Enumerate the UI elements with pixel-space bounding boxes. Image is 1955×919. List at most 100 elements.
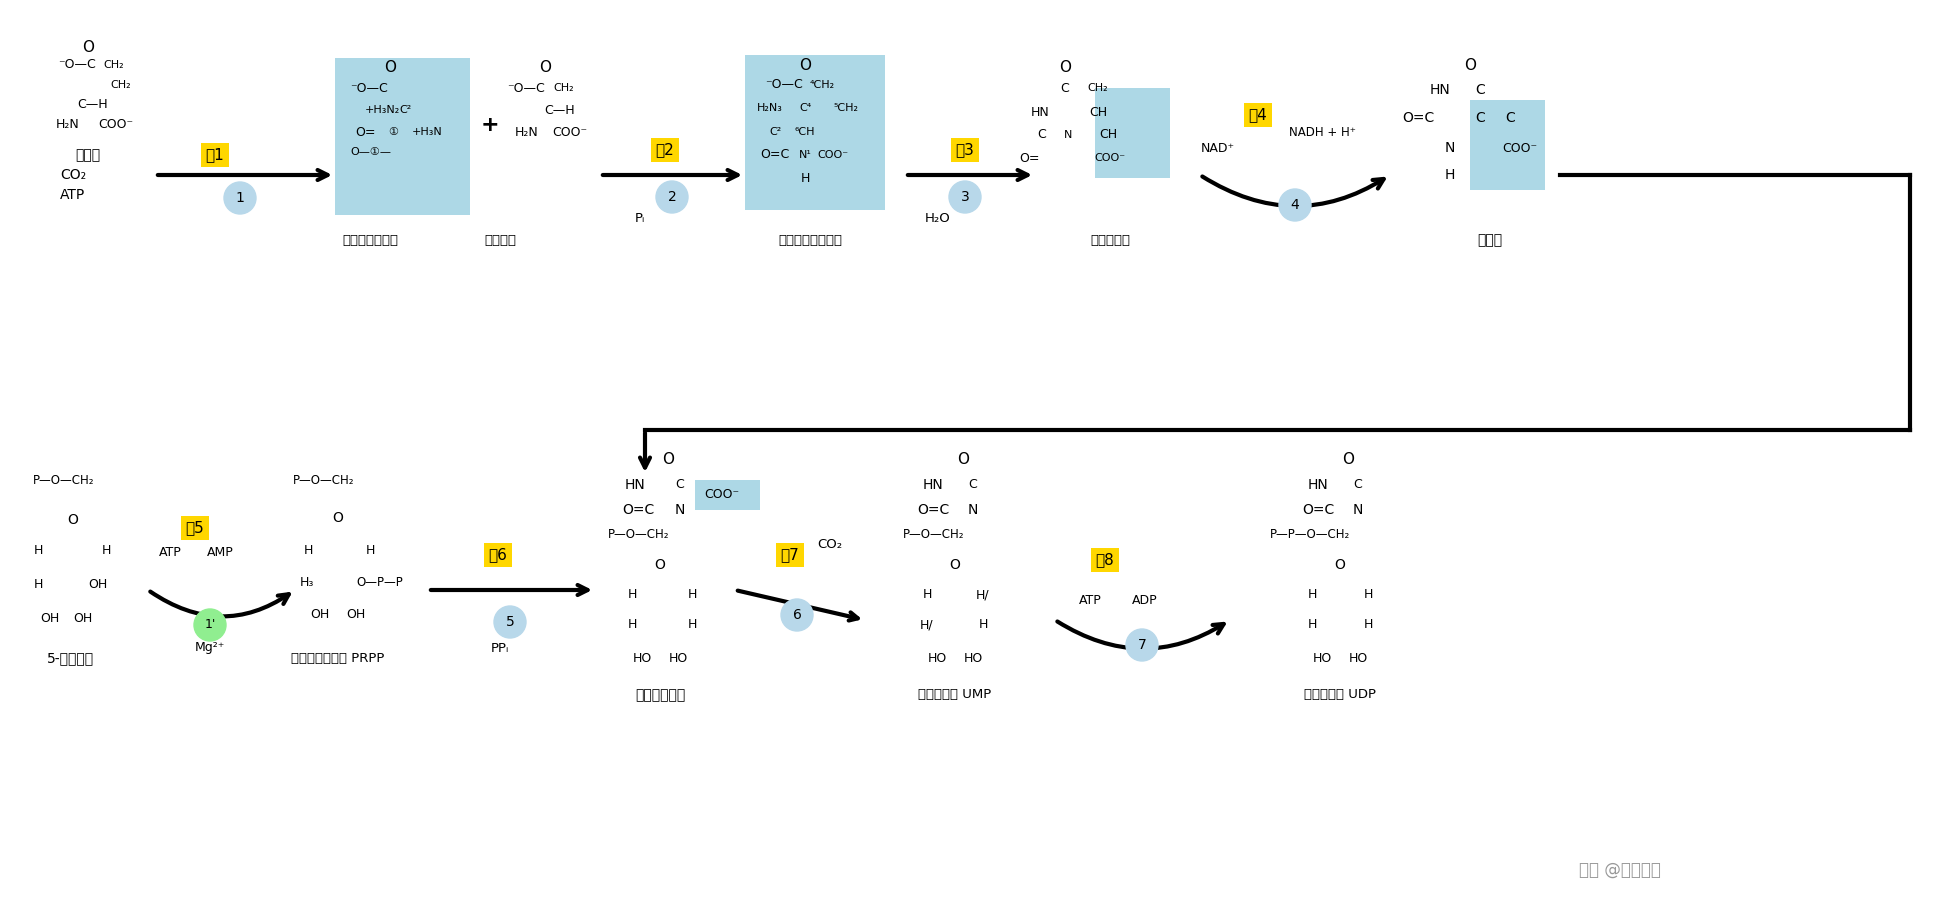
- Text: N: N: [1353, 503, 1363, 517]
- Circle shape: [780, 599, 813, 631]
- Text: 氨基甲酰磷酸盐: 氨基甲酰磷酸盐: [342, 233, 397, 246]
- Text: O=C: O=C: [1402, 111, 1433, 125]
- Text: 酶6: 酶6: [489, 548, 506, 562]
- Text: 酶5: 酶5: [186, 520, 203, 536]
- Text: 6: 6: [792, 608, 802, 622]
- Text: HO: HO: [1312, 652, 1331, 664]
- Text: P̈—O—CH₂: P̈—O—CH₂: [608, 528, 669, 541]
- Bar: [334, 58, 469, 215]
- Text: 谷氨酸: 谷氨酸: [76, 148, 100, 162]
- Text: ADP: ADP: [1132, 594, 1157, 607]
- Text: O: O: [1462, 58, 1476, 73]
- Text: ATP: ATP: [1077, 594, 1101, 607]
- Text: N: N: [968, 503, 978, 517]
- Text: C: C: [1036, 129, 1046, 142]
- Text: 知乎 @兰陵盖孙: 知乎 @兰陵盖孙: [1578, 861, 1660, 879]
- Text: 1': 1': [203, 618, 215, 631]
- Text: O: O: [383, 61, 395, 75]
- Text: C: C: [1060, 82, 1069, 95]
- Text: O: O: [1058, 61, 1071, 75]
- Text: H/: H/: [976, 588, 989, 602]
- Text: P̈—O—CH₂: P̈—O—CH₂: [903, 528, 964, 541]
- Text: 4: 4: [1290, 198, 1298, 212]
- Text: H: H: [1363, 618, 1372, 631]
- Text: H: H: [1445, 168, 1455, 182]
- Text: OH: OH: [88, 578, 108, 592]
- Text: C²: C²: [768, 127, 780, 137]
- Text: ⁻O—C: ⁻O—C: [506, 82, 545, 95]
- Text: CH: CH: [1089, 106, 1107, 119]
- Text: P̈—O—CH₂: P̈—O—CH₂: [33, 473, 94, 486]
- Text: C: C: [968, 479, 978, 492]
- Text: 5: 5: [504, 615, 514, 629]
- Text: H: H: [1363, 588, 1372, 602]
- Text: 氨基甲酰天冬氨酸: 氨基甲酰天冬氨酸: [778, 233, 841, 246]
- Text: N: N: [1064, 130, 1071, 140]
- Text: COO⁻: COO⁻: [817, 150, 848, 160]
- Text: 7: 7: [1138, 638, 1146, 652]
- Text: H: H: [686, 618, 696, 631]
- Text: AMP: AMP: [207, 547, 233, 560]
- Text: 天冬氨酸: 天冬氨酸: [483, 233, 516, 246]
- Text: H: H: [1306, 618, 1316, 631]
- Text: H: H: [628, 588, 637, 602]
- Text: H: H: [686, 588, 696, 602]
- Text: C: C: [1353, 479, 1363, 492]
- Bar: [694, 480, 760, 510]
- Text: ⁶CH: ⁶CH: [794, 127, 815, 137]
- Text: O: O: [1333, 558, 1345, 572]
- Text: H: H: [628, 618, 637, 631]
- Text: COO⁻: COO⁻: [551, 126, 586, 139]
- Text: COO⁻: COO⁻: [98, 119, 133, 131]
- Text: HN: HN: [1308, 478, 1327, 492]
- Text: +H₃N₂: +H₃N₂: [366, 105, 401, 115]
- Text: C⁴: C⁴: [798, 103, 811, 113]
- Text: H₂N: H₂N: [514, 126, 538, 139]
- Text: H₂N₃: H₂N₃: [757, 103, 782, 113]
- Text: O: O: [661, 452, 674, 468]
- Text: OH: OH: [311, 608, 330, 621]
- Text: H₂O: H₂O: [925, 211, 950, 224]
- Text: O=C: O=C: [622, 503, 653, 517]
- Bar: [1095, 88, 1169, 178]
- Text: Mg²⁺: Mg²⁺: [196, 641, 225, 654]
- Text: ATP: ATP: [158, 547, 182, 560]
- Text: OH: OH: [346, 608, 366, 621]
- Text: CH₂: CH₂: [104, 60, 123, 70]
- Text: ⁻O—C: ⁻O—C: [764, 78, 802, 92]
- Circle shape: [194, 609, 227, 641]
- Text: O: O: [82, 40, 94, 55]
- Text: PPᵢ: PPᵢ: [491, 641, 508, 654]
- Text: H: H: [366, 543, 375, 557]
- Text: P̈—O—CH₂: P̈—O—CH₂: [293, 473, 354, 486]
- Text: P̈—P̈—O—CH₂: P̈—P̈—O—CH₂: [1269, 528, 1349, 541]
- Text: ⁴CH₂: ⁴CH₂: [809, 80, 835, 90]
- Text: H: H: [1306, 588, 1316, 602]
- Text: 乳清酸: 乳清酸: [1476, 233, 1501, 247]
- Text: 酶1: 酶1: [205, 148, 225, 163]
- Text: HO: HO: [669, 652, 688, 664]
- Text: COO⁻: COO⁻: [704, 489, 739, 502]
- Text: ⁻O—C: ⁻O—C: [59, 59, 96, 72]
- Text: ATP: ATP: [61, 188, 86, 202]
- Text: O: O: [68, 513, 78, 527]
- Text: CH₂: CH₂: [1087, 83, 1108, 93]
- Text: O—①—: O—①—: [350, 147, 391, 157]
- Text: O: O: [798, 58, 811, 73]
- Text: 酶4: 酶4: [1247, 108, 1267, 122]
- Circle shape: [948, 181, 981, 213]
- Text: 3: 3: [960, 190, 970, 204]
- Text: HO: HO: [1347, 652, 1367, 664]
- Text: 乳清酸核苷酸: 乳清酸核苷酸: [635, 688, 684, 702]
- Text: 尿苷二磷酸 UDP: 尿苷二磷酸 UDP: [1304, 688, 1374, 701]
- Text: H/: H/: [919, 618, 933, 631]
- Text: HO: HO: [927, 652, 946, 664]
- Text: O: O: [956, 452, 968, 468]
- Text: +: +: [481, 115, 499, 135]
- Text: O: O: [1341, 452, 1353, 468]
- Text: N: N: [1445, 141, 1455, 155]
- Text: H: H: [800, 172, 809, 185]
- Text: C: C: [674, 479, 684, 492]
- Text: ①: ①: [387, 127, 397, 137]
- Text: O=C: O=C: [1302, 503, 1333, 517]
